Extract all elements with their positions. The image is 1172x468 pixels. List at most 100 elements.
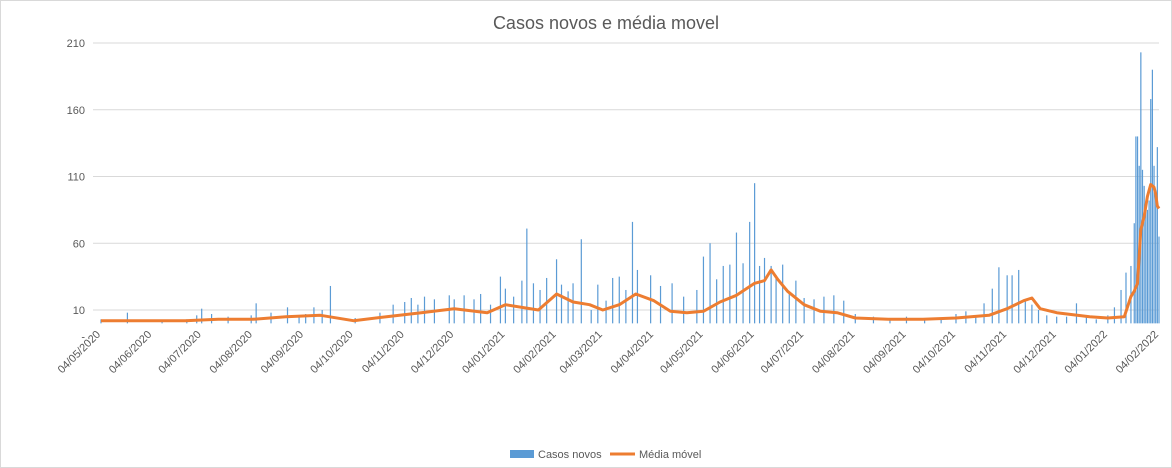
bar — [833, 295, 835, 324]
bar — [521, 280, 523, 324]
bar — [1148, 200, 1150, 324]
bar — [729, 264, 731, 324]
x-axis-ticks: 04/05/2020 04/06/2020 04/07/2020 04/08/2020… — [56, 329, 1161, 376]
bar — [526, 228, 528, 324]
bar — [453, 299, 455, 324]
bar — [788, 291, 790, 324]
x-tick-label: 04/11/2021 — [962, 329, 1009, 376]
legend: Casos novos Média móvel — [510, 449, 701, 461]
bar — [983, 303, 985, 324]
bar — [709, 243, 711, 324]
x-tick-label: 04/05/2021 — [658, 329, 705, 376]
bar — [1011, 275, 1013, 324]
bar — [126, 312, 129, 324]
bar — [590, 310, 592, 324]
bar — [560, 284, 563, 324]
bar — [1075, 303, 1078, 324]
bar — [1031, 304, 1033, 324]
bar — [605, 300, 607, 324]
bar — [754, 183, 756, 324]
x-tick-label: 04/05/2020 — [56, 329, 103, 376]
bar — [671, 283, 673, 324]
bar — [975, 315, 977, 324]
bar — [1006, 275, 1008, 324]
bar — [1024, 300, 1026, 324]
bar — [567, 291, 569, 324]
y-axis-ticks: 210 160 110 60 10 - — [67, 38, 86, 344]
bar-series-casos-novos — [100, 52, 1160, 324]
bar — [1146, 209, 1149, 324]
bar — [612, 277, 614, 324]
x-tick-label: 04/03/2021 — [557, 329, 604, 376]
bar — [555, 259, 558, 324]
bar — [749, 221, 751, 324]
legend-swatch-casos-novos — [510, 450, 534, 458]
bar — [775, 275, 777, 324]
bar — [1065, 316, 1068, 324]
legend-label-casos-novos: Casos novos — [538, 449, 602, 461]
y-tick-label: 60 — [73, 238, 85, 250]
bar — [631, 221, 634, 324]
bar — [1155, 196, 1157, 324]
bar — [823, 296, 825, 324]
bar — [305, 314, 307, 324]
bar — [1095, 319, 1097, 324]
legend-label-media-movel: Média móvel — [639, 449, 701, 461]
bar — [1158, 236, 1160, 324]
bar — [499, 276, 502, 324]
x-tick-label: 04/10/2021 — [911, 329, 958, 376]
x-tick-label: 04/02/2021 — [511, 329, 558, 376]
x-tick-label: 04/07/2021 — [759, 329, 806, 376]
x-tick-label: 04/06/2020 — [107, 329, 154, 376]
bar — [1143, 185, 1145, 324]
bar — [532, 283, 535, 324]
x-tick-label: 04/07/2020 — [156, 329, 203, 376]
bar — [1135, 136, 1137, 324]
bar — [716, 279, 718, 324]
bar — [998, 267, 1000, 324]
bar — [201, 308, 203, 324]
bar — [636, 269, 639, 324]
bar — [410, 297, 412, 324]
bar — [513, 296, 515, 324]
bar — [1156, 147, 1158, 324]
bar — [795, 280, 797, 324]
bar — [1056, 316, 1058, 324]
x-tick-label: 04/12/2021 — [1011, 329, 1058, 376]
bar — [770, 265, 772, 324]
bar — [298, 316, 300, 324]
bar — [1037, 310, 1040, 324]
bar — [546, 277, 548, 324]
x-tick-label: 04/09/2020 — [259, 329, 306, 376]
bar — [255, 303, 257, 324]
x-tick-label: 04/04/2021 — [609, 329, 656, 376]
bar — [1125, 272, 1127, 324]
x-tick-label: 04/08/2020 — [208, 329, 255, 376]
bar — [1150, 99, 1152, 324]
bar — [1153, 165, 1155, 324]
bar — [742, 263, 744, 324]
x-tick-label: 04/01/2022 — [1063, 329, 1110, 376]
x-tick-label: 04/10/2020 — [308, 329, 355, 376]
bar — [423, 296, 426, 324]
bar — [991, 288, 993, 324]
bar — [1136, 136, 1139, 324]
x-tick-label: 04/12/2020 — [409, 329, 456, 376]
x-tick-label: 04/11/2020 — [360, 329, 407, 376]
bar — [683, 296, 685, 324]
bar — [1018, 269, 1020, 324]
bar — [618, 276, 620, 324]
y-tick-label: 110 — [67, 172, 85, 184]
chart-title: Casos novos e média movel — [493, 13, 719, 33]
bar — [489, 304, 492, 324]
bar — [1151, 69, 1153, 324]
line-media-movel — [101, 183, 1161, 323]
bar — [763, 257, 766, 324]
y-tick-label: - — [81, 332, 85, 344]
bar — [1141, 169, 1144, 324]
x-tick-label: 04/09/2021 — [861, 329, 908, 376]
line-series-media-movel — [101, 183, 1161, 323]
bar — [722, 265, 724, 324]
bar — [1145, 205, 1147, 324]
bar — [392, 304, 394, 324]
